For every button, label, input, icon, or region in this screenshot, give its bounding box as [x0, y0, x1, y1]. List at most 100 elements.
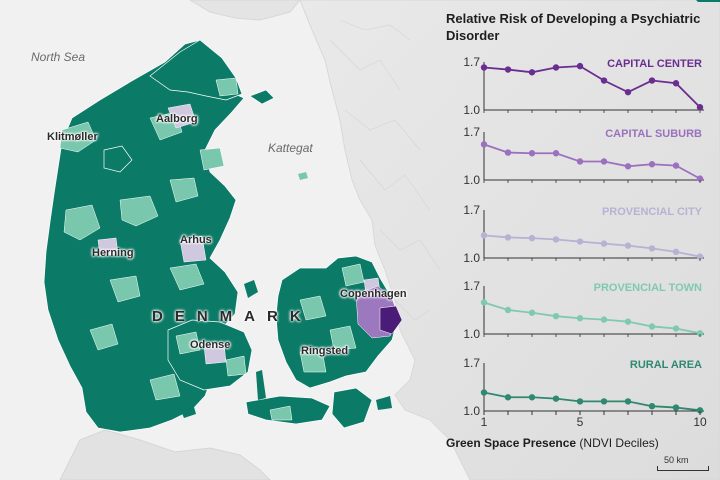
- xtick-label-10: 10: [693, 415, 707, 429]
- series-line-0: [483, 65, 701, 108]
- panel-1-ytick-top: 1.7: [463, 125, 480, 139]
- panel-1-ytick-bottom: 1.0: [463, 173, 480, 187]
- panel-0-ytick-top: 1.7: [463, 55, 480, 69]
- panel-4-ytick-bottom: 1.0: [463, 404, 480, 418]
- series-1-point-10: [696, 175, 704, 182]
- germany-landmass: [59, 429, 271, 480]
- xtick-label-1: 1: [481, 415, 488, 429]
- series-3-point-10: [696, 330, 704, 337]
- series-3-point-4: [552, 312, 560, 320]
- series-2-point-1: [480, 232, 488, 239]
- kattegat-label: Kattegat: [268, 141, 313, 155]
- series-line-4: [483, 391, 701, 412]
- series-4-point-3: [528, 394, 536, 401]
- series-1-point-1: [480, 141, 488, 148]
- x-axis-title-rest: (NDVI Deciles): [576, 436, 659, 450]
- city-label-copenhagen: Copenhagen: [340, 288, 407, 300]
- series-2-point-10: [696, 253, 704, 260]
- xtick-label-5: 5: [577, 415, 584, 429]
- series-4-point-2: [504, 394, 512, 401]
- series-2-point-6: [600, 240, 608, 247]
- anholt-island: [298, 172, 308, 180]
- series-4-point-5: [576, 398, 584, 405]
- series-4-point-1: [480, 389, 488, 396]
- falster-landmass: [331, 387, 373, 429]
- series-0-point-6: [600, 77, 608, 84]
- series-line-1: [483, 143, 701, 180]
- norway-tip: [189, 0, 301, 21]
- panel-4-ytick-top: 1.7: [463, 356, 480, 370]
- series-0-point-7: [624, 88, 632, 96]
- series-label-4: RURAL AREA: [630, 359, 702, 371]
- series-4-point-4: [552, 395, 560, 402]
- city-label-aalborg: Aalborg: [156, 113, 198, 125]
- series-1-point-8: [648, 161, 656, 168]
- series-0-point-8: [648, 77, 656, 84]
- x-axis-title-bold: Green Space Presence: [446, 436, 577, 450]
- chart-panels: 1.7 1.0 CAPITAL CENTER 1.7 1.0 CAPITAL SUBURB…: [463, 55, 707, 429]
- chart-title: Relative Risk of Developing a Psychiatri…: [446, 11, 701, 43]
- series-3-point-9: [672, 325, 680, 332]
- series-1-point-7: [624, 163, 632, 170]
- series-0-point-5: [576, 62, 584, 70]
- laeso-island: [249, 89, 275, 105]
- panel-0-ytick-bottom: 1.0: [463, 103, 480, 117]
- series-2-point-9: [672, 248, 680, 256]
- city-label-odense: Odense: [190, 339, 231, 351]
- series-4-point-8: [648, 403, 656, 410]
- city-label-arhus: Arhus: [180, 234, 212, 246]
- series-4-point-6: [600, 398, 608, 405]
- series-3-point-5: [576, 315, 584, 322]
- country-label: DENMARK: [152, 308, 313, 325]
- scale-bar-label: 50 km: [664, 455, 689, 465]
- city-label-herning: Herning: [92, 247, 134, 259]
- provincial-city-areas: [97, 103, 381, 365]
- chart-x-axis-title: Green Space Presence (NDVI Deciles): [446, 436, 659, 450]
- series-0-point-2: [504, 66, 512, 73]
- series-1-point-2: [504, 149, 512, 156]
- series-line-2: [483, 234, 701, 258]
- series-0-point-4: [552, 64, 560, 71]
- north-sea-label: North Sea: [31, 50, 86, 64]
- series-0-point-9: [672, 80, 680, 87]
- capital-center-area: [379, 305, 403, 335]
- series-1-point-5: [576, 158, 584, 165]
- series-4-point-9: [672, 404, 680, 411]
- als-island: [178, 400, 196, 418]
- langeland-island: [256, 370, 266, 400]
- series-2-point-2: [504, 234, 512, 241]
- series-label-1: CAPITAL SUBURB: [605, 128, 702, 140]
- series-3-point-6: [600, 316, 608, 323]
- limfjord-island: [103, 145, 133, 173]
- series-2-point-8: [648, 245, 656, 252]
- series-0-point-3: [528, 69, 536, 76]
- series-2-point-5: [576, 238, 584, 245]
- series-label-2: PROVENCIAL CITY: [602, 206, 703, 218]
- series-label-0: CAPITAL CENTER: [607, 58, 702, 70]
- series-label-3: PROVENCIAL TOWN: [594, 282, 702, 294]
- city-label-ringsted: Ringsted: [301, 345, 349, 357]
- series-2-point-3: [528, 234, 536, 242]
- terrain-texture: [329, 19, 441, 321]
- samso-island: [244, 280, 258, 298]
- series-3-point-2: [504, 306, 512, 314]
- series-3-point-8: [648, 323, 656, 330]
- scale-bar: [657, 466, 709, 471]
- series-3-point-3: [528, 309, 536, 316]
- panel-2-ytick-top: 1.7: [463, 203, 480, 217]
- city-label-klitmoller: Klitmøller: [47, 131, 98, 143]
- panel-2-ytick-bottom: 1.0: [463, 251, 480, 265]
- provincial-town-areas: [59, 77, 365, 421]
- series-0-point-10: [696, 104, 704, 111]
- series-line-3: [483, 301, 701, 335]
- series-1-point-4: [552, 150, 560, 157]
- series-3-point-7: [624, 318, 632, 325]
- series-1-point-3: [528, 150, 536, 157]
- panel-3-ytick-top: 1.7: [463, 279, 480, 293]
- series-2-point-4: [552, 236, 560, 243]
- series-2-point-7: [624, 242, 632, 249]
- panel-3-ytick-bottom: 1.0: [463, 327, 480, 341]
- series-0-point-1: [480, 64, 488, 71]
- series-1-point-6: [600, 158, 608, 165]
